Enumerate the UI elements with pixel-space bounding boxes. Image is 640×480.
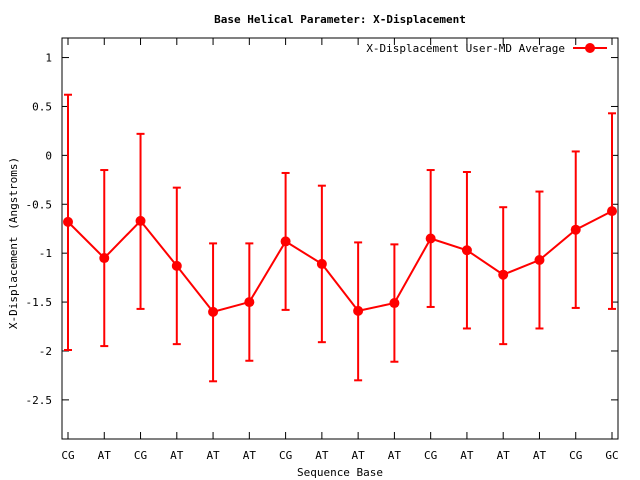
legend-label: X-Displacement User-MD Average: [366, 42, 565, 55]
chart-title: Base Helical Parameter: X-Displacement: [214, 13, 466, 26]
data-point: [353, 305, 364, 316]
x-tick-label: CG: [279, 449, 292, 462]
x-tick-label: AT: [497, 449, 511, 462]
x-tick-label: CG: [424, 449, 437, 462]
y-tick-label: 0.5: [32, 100, 52, 113]
x-axis: CG AT CG AT AT AT CG AT AT AT CG AT AT AT CG GC: [61, 38, 619, 462]
error-bars: [64, 93, 616, 383]
data-point: [607, 206, 617, 217]
data-point: [99, 253, 110, 264]
y-tick-label: -2.5: [26, 394, 53, 407]
series-line: [67, 210, 613, 313]
x-tick-label: AT: [170, 449, 184, 462]
y-tick-label: 0: [45, 149, 52, 162]
y-tick-label: -2: [39, 345, 52, 358]
y-tick-label: -1.5: [26, 296, 53, 309]
x-tick-label: AT: [352, 449, 366, 462]
data-point: [316, 258, 327, 269]
y-axis-label: X-Displacement (Angstroms): [7, 157, 20, 329]
data-point: [244, 297, 255, 308]
x-tick-label: AT: [460, 449, 474, 462]
x-tick-label: AT: [206, 449, 220, 462]
x-axis-label: Sequence Base: [297, 466, 383, 479]
x-tick-label: GC: [605, 449, 618, 462]
data-point: [171, 260, 182, 271]
x-tick-label: AT: [315, 449, 329, 462]
x-tick-label: CG: [61, 449, 74, 462]
data-point: [498, 269, 509, 280]
data-point: [461, 245, 472, 256]
y-axis: 1 0.5 0 -0.5 -1 -1.5 -2 -2.5: [26, 52, 618, 407]
y-tick-label: -1: [39, 247, 52, 260]
y-tick-label: 1: [45, 52, 52, 65]
x-tick-label: CG: [569, 449, 582, 462]
y-tick-label: -0.5: [26, 198, 53, 211]
data-point: [425, 233, 436, 244]
legend-marker-swatch: [585, 43, 595, 53]
x-tick-label: CG: [134, 449, 147, 462]
data-point: [208, 306, 219, 317]
x-tick-label: AT: [533, 449, 547, 462]
data-point: [280, 236, 291, 247]
data-point: [534, 255, 545, 266]
series-points: [63, 206, 617, 317]
x-tick-label: AT: [98, 449, 112, 462]
data-point: [389, 298, 400, 309]
data-point: [570, 224, 581, 235]
plot-frame: [61, 37, 619, 440]
data-point: [135, 215, 146, 226]
data-point: [63, 216, 73, 227]
legend: X-Displacement User-MD Average: [366, 42, 607, 55]
x-tick-label: AT: [388, 449, 402, 462]
x-tick-label: AT: [243, 449, 257, 462]
series-lines: [67, 210, 613, 313]
